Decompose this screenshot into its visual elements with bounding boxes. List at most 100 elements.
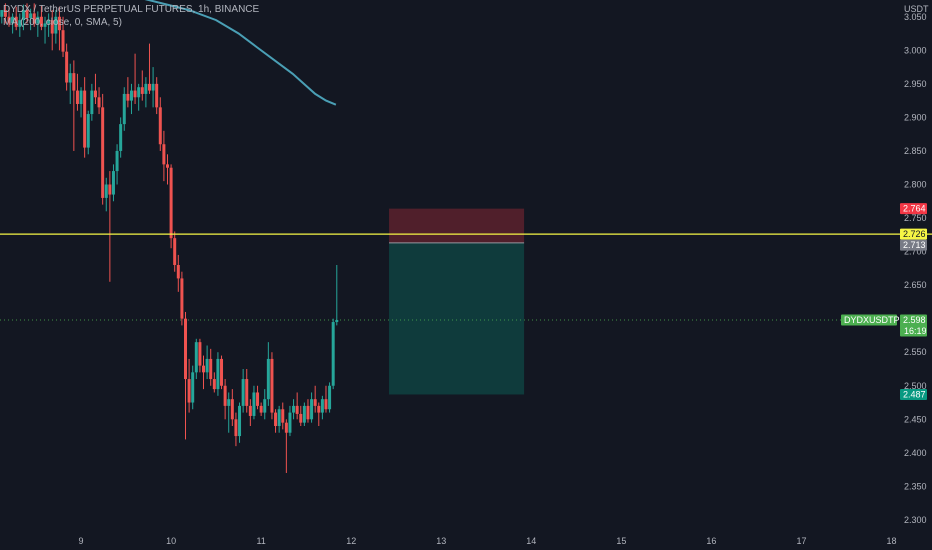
candle	[11, 13, 15, 34]
price-axis-unit: USDT	[904, 4, 929, 14]
candle	[299, 405, 303, 427]
candle	[140, 70, 144, 101]
candle-body	[36, 16, 40, 24]
price-tick-label: 2.700	[904, 247, 927, 257]
candle	[104, 177, 108, 212]
candle-body	[209, 358, 213, 380]
price-tick-label: 2.450	[904, 414, 927, 424]
candle-body	[68, 73, 72, 83]
last-price-text: 2.598	[903, 315, 926, 325]
stop-price-tag: 2.764	[900, 203, 927, 215]
candle-body	[137, 87, 141, 98]
time-tick-label: 9	[79, 536, 84, 546]
candle-body	[270, 358, 274, 413]
candle	[83, 77, 87, 158]
candle-body	[101, 107, 105, 198]
candle	[0, 10, 4, 24]
symbol-tag-text: DYDXUSDTPERP	[844, 315, 918, 325]
candle	[216, 352, 220, 396]
candle-body	[86, 114, 90, 148]
candle-body	[266, 358, 270, 400]
candle-body	[331, 322, 335, 386]
price-tick-label: 3.000	[904, 45, 927, 55]
candle	[101, 93, 105, 205]
target-tag-bg	[900, 388, 927, 400]
stop-loss-zone[interactable]	[389, 208, 525, 243]
symbol-header[interactable]: DYDX / TetherUS PERPETUAL FUTURES, 1h, B…	[3, 4, 260, 15]
candle-body	[111, 171, 115, 195]
entry-tag-bg	[900, 239, 927, 251]
candle	[72, 60, 76, 151]
candle-body	[11, 16, 15, 24]
candle	[194, 338, 198, 380]
candle	[259, 402, 263, 416]
candle-body	[169, 167, 173, 239]
candle	[335, 265, 339, 326]
time-tick-label: 10	[166, 536, 176, 546]
price-tick-label: 2.500	[904, 381, 927, 391]
candle-body	[122, 93, 126, 125]
candle	[252, 385, 256, 420]
candle-body	[198, 342, 202, 366]
candle-body	[39, 16, 43, 27]
candle	[14, 6, 18, 31]
candle	[248, 399, 252, 427]
candle	[39, 6, 43, 31]
ma-indicator-legend[interactable]: MA (200, close, 0, SMA, 5)	[3, 17, 122, 28]
candle	[263, 389, 267, 420]
candle-body	[306, 405, 310, 420]
candle-body	[29, 13, 33, 19]
candle-body	[317, 405, 321, 413]
candle	[310, 392, 314, 423]
time-tick-label: 15	[616, 536, 626, 546]
price-tick-label: 2.950	[904, 79, 927, 89]
take-profit-zone[interactable]	[389, 242, 525, 395]
price-tick-label: 2.800	[904, 179, 927, 189]
candle	[151, 67, 155, 108]
candle-body	[90, 90, 94, 115]
candle-body	[140, 87, 144, 94]
candle	[36, 11, 40, 37]
candle-body	[184, 318, 188, 380]
candle-body	[212, 379, 216, 390]
candle	[144, 77, 148, 108]
candle	[180, 271, 184, 326]
candle	[209, 348, 213, 386]
candle-body	[220, 358, 224, 386]
candle	[122, 87, 126, 131]
candle	[50, 10, 54, 51]
time-axis[interactable]: 9 10 11 12 13 14 15 16 17 18	[79, 536, 897, 546]
price-tick-label: 2.750	[904, 213, 927, 223]
price-tick-label: 2.850	[904, 146, 927, 156]
candle-body	[324, 399, 328, 410]
time-tick-label: 12	[346, 536, 356, 546]
candle	[223, 379, 227, 420]
candle	[270, 352, 274, 420]
price-tick-label: 2.900	[904, 112, 927, 122]
candle-body	[202, 365, 206, 373]
candle	[21, 4, 25, 31]
time-tick-label: 11	[256, 536, 265, 546]
candle	[129, 83, 133, 115]
candle	[245, 368, 249, 413]
candle-body	[119, 124, 123, 151]
candle-body	[14, 16, 18, 27]
candle-body	[158, 107, 162, 145]
candle-body	[223, 385, 227, 406]
candle	[126, 77, 130, 108]
candle	[147, 43, 151, 94]
candle-body	[194, 342, 198, 373]
position-tool[interactable]	[389, 208, 525, 395]
candle	[187, 358, 191, 413]
candle	[241, 368, 245, 413]
candle	[61, 16, 65, 58]
candle	[324, 385, 328, 413]
candle	[205, 345, 209, 380]
price-axis[interactable]: USDT 3.050 3.000 2.950 2.900 2.850 2.800 2.750…	[904, 4, 929, 525]
candle	[97, 87, 101, 115]
candle	[284, 419, 288, 473]
candle-body	[50, 20, 54, 34]
symbol-label: DYDXUSDTPERP	[841, 314, 918, 326]
candle	[234, 412, 238, 447]
